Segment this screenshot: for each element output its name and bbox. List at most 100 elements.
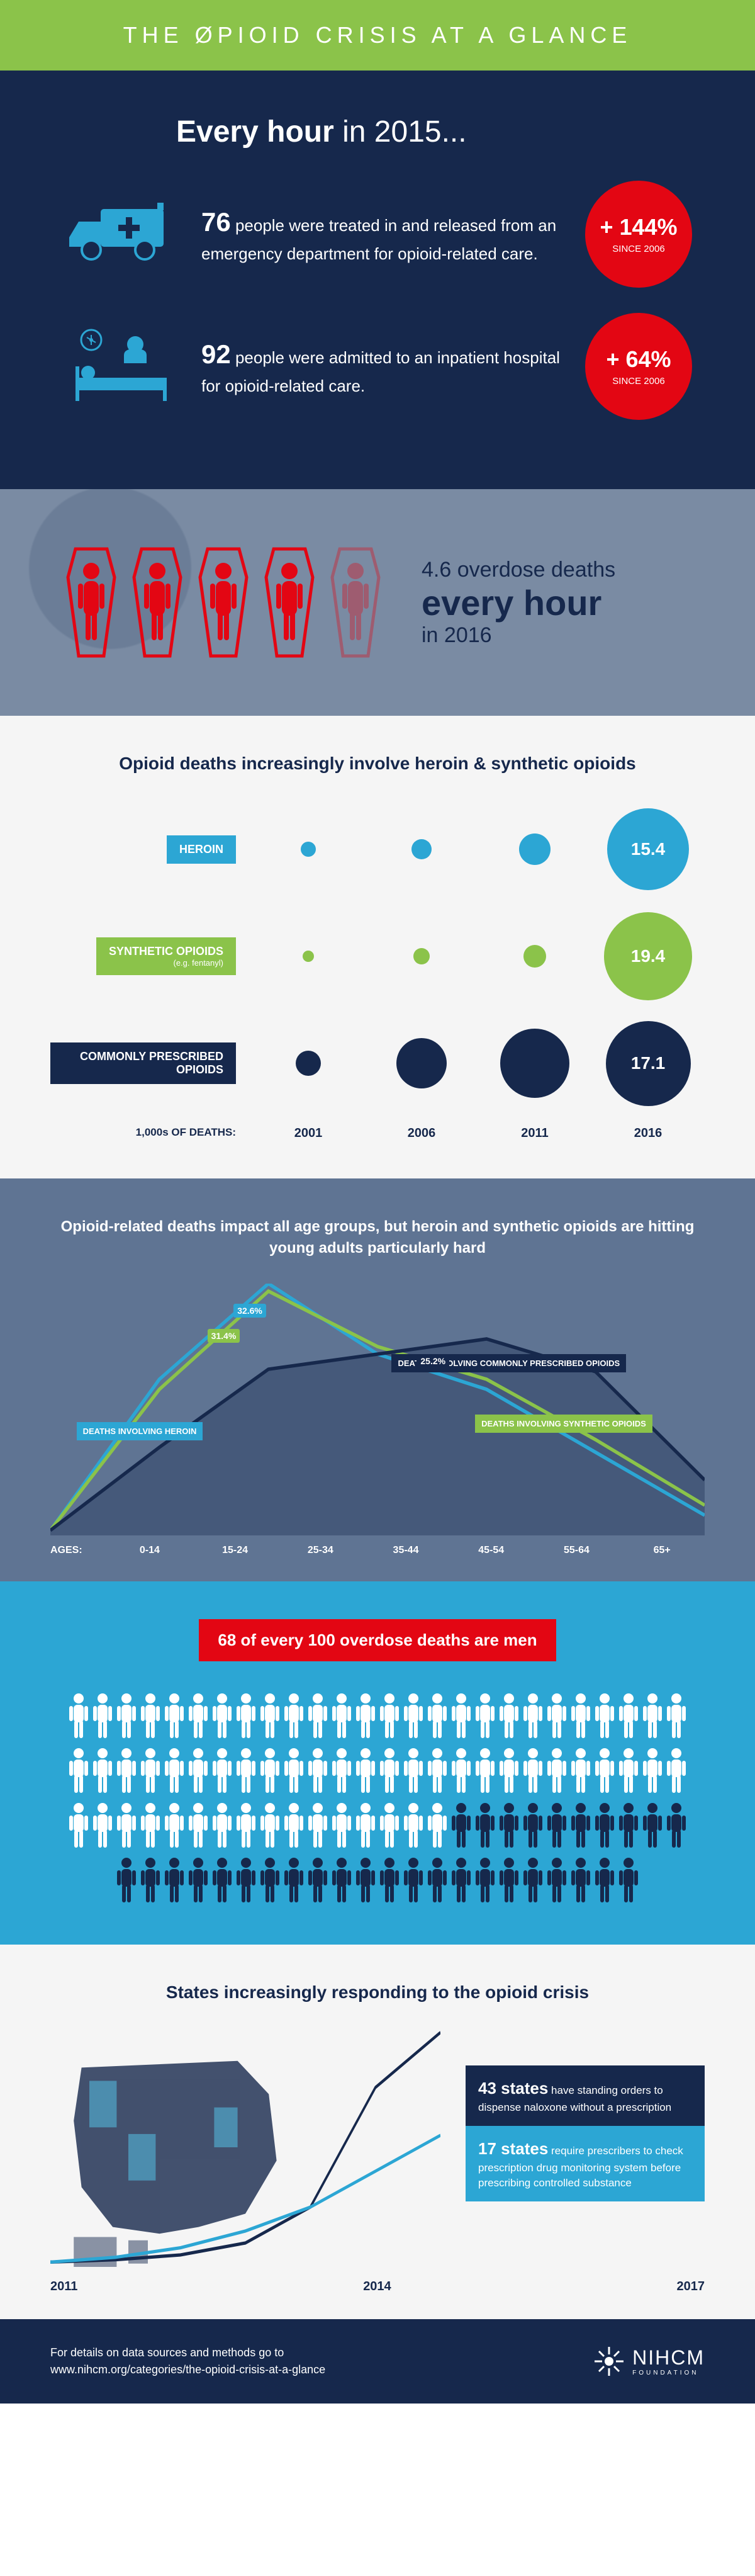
person-icon: [474, 1748, 496, 1797]
person-icon: [259, 1802, 281, 1852]
age-label: 15-24: [193, 1545, 278, 1556]
person-icon: [570, 1693, 591, 1743]
person-icon: [140, 1748, 161, 1797]
state-callouts: 43 states have standing orders to dispen…: [466, 2065, 705, 2201]
callout-heroin: DEATHS INVOLVING HEROIN: [77, 1422, 203, 1440]
logo-icon: [593, 2346, 625, 2377]
footer: For details on data sources and methods …: [0, 2319, 755, 2404]
sec4-title: Opioid-related deaths impact all age gro…: [50, 1216, 705, 1258]
infographic: THE ØPIOID CRISIS AT A GLANCE Every hour…: [0, 0, 755, 2404]
pct-label: 25.2%: [417, 1354, 449, 1368]
sec2-text: 4.6 overdose deaths every hour in 2016: [422, 558, 615, 648]
person-icon: [164, 1802, 185, 1852]
stat-row: 76 people were treated in and released f…: [63, 181, 692, 288]
person-icon: [283, 1693, 305, 1743]
sec1-title-bold: Every hour: [176, 115, 334, 149]
stat-text: 76 people were treated in and released f…: [201, 202, 560, 266]
section-states: States increasingly responding to the op…: [0, 1945, 755, 2319]
person-icon: [355, 1748, 376, 1797]
person-icon: [211, 1857, 233, 1907]
person-icon: [642, 1802, 663, 1852]
person-icon: [164, 1693, 185, 1743]
person-icon: [379, 1693, 400, 1743]
person-icon: [498, 1693, 520, 1743]
logo-text: NIHCM: [632, 2346, 705, 2369]
footer-line1: For details on data sources and methods …: [50, 2346, 284, 2359]
person-icon: [259, 1857, 281, 1907]
person-icon: [235, 1693, 257, 1743]
person-icon: [164, 1857, 185, 1907]
age-label: 45-54: [449, 1545, 534, 1556]
callout-synthetic: DEATHS INVOLVING SYNTHETIC OPIOIDS: [475, 1415, 652, 1433]
person-icon: [92, 1802, 113, 1852]
person-icon: [331, 1802, 352, 1852]
person-icon: [116, 1748, 137, 1797]
line-chart: DEATHS INVOLVING HEROIN DEATHS INVOLVING …: [50, 1284, 705, 1535]
year-label: 2014: [363, 2279, 391, 2294]
person-icon: [498, 1857, 520, 1907]
person-icon: [522, 1802, 544, 1852]
sec3-title: Opioid deaths increasingly involve heroi…: [50, 754, 705, 774]
person-icon: [355, 1857, 376, 1907]
person-icon: [474, 1693, 496, 1743]
person-icon: [68, 1693, 89, 1743]
year-label: 2016: [591, 1126, 705, 1141]
person-icon: [403, 1802, 424, 1852]
person-icon: [594, 1857, 615, 1907]
person-icon: [331, 1857, 352, 1907]
person-icon: [68, 1748, 89, 1797]
states-map-chart: [50, 2028, 440, 2267]
coffin-row: [63, 546, 384, 659]
person-icon: [570, 1802, 591, 1852]
pct-label: 32.6%: [233, 1304, 266, 1318]
bubble-row: SYNTHETIC OPIOIDS(e.g. fentanyl) 19.4: [50, 912, 705, 1000]
person-icon: [498, 1748, 520, 1797]
person-icon: [187, 1802, 209, 1852]
section-men: 68 of every 100 overdose deaths are men: [0, 1581, 755, 1945]
section-bubble-chart: Opioid deaths increasingly involve heroi…: [0, 716, 755, 1178]
stat-text: 92 people were admitted to an inpatient …: [201, 334, 560, 398]
person-icon: [140, 1693, 161, 1743]
person-icon: [187, 1857, 209, 1907]
person-icon: [546, 1748, 568, 1797]
person-icon: [331, 1748, 352, 1797]
person-icon: [642, 1693, 663, 1743]
person-icon: [140, 1802, 161, 1852]
person-icon: [116, 1693, 137, 1743]
year-label: 2011: [478, 1126, 591, 1141]
person-icon: [546, 1693, 568, 1743]
person-icon: [211, 1693, 233, 1743]
person-icon: [164, 1748, 185, 1797]
person-icon: [450, 1693, 472, 1743]
age-label: 25-34: [277, 1545, 363, 1556]
person-icon: [570, 1748, 591, 1797]
section-every-hour: Every hour in 2015... 76 people were tre…: [0, 71, 755, 489]
person-icon: [307, 1693, 328, 1743]
age-axis: AGES: 0-1415-2425-3435-4445-5455-6465+: [50, 1545, 705, 1556]
person-icon: [570, 1857, 591, 1907]
year-label: 2011: [50, 2279, 77, 2294]
footer-logo: NIHCM FOUNDATION: [593, 2346, 705, 2377]
footer-text: For details on data sources and methods …: [50, 2344, 325, 2378]
person-icon: [283, 1857, 305, 1907]
person-icon: [355, 1802, 376, 1852]
person-icon: [666, 1802, 687, 1852]
sec2-line1: 4.6 overdose deaths: [422, 558, 615, 582]
person-icon: [642, 1748, 663, 1797]
section-overdose-deaths: 4.6 overdose deaths every hour in 2016: [0, 489, 755, 716]
footer-url: www.nihcm.org/categories/the-opioid-cris…: [50, 2363, 325, 2376]
person-icon: [355, 1693, 376, 1743]
person-icon: [594, 1693, 615, 1743]
person-icon: [450, 1802, 472, 1852]
person-icon: [618, 1693, 639, 1743]
person-icon: [498, 1802, 520, 1852]
sec1-title-rest: in 2015...: [334, 115, 467, 149]
person-icon: [403, 1857, 424, 1907]
person-icon: [68, 1802, 89, 1852]
person-icon: [403, 1748, 424, 1797]
year-label: 2001: [252, 1126, 365, 1141]
bubble-row: HEROIN 15.4: [50, 805, 705, 893]
sec1-title: Every hour in 2015...: [176, 115, 692, 149]
person-icon: [140, 1857, 161, 1907]
person-icon: [474, 1857, 496, 1907]
